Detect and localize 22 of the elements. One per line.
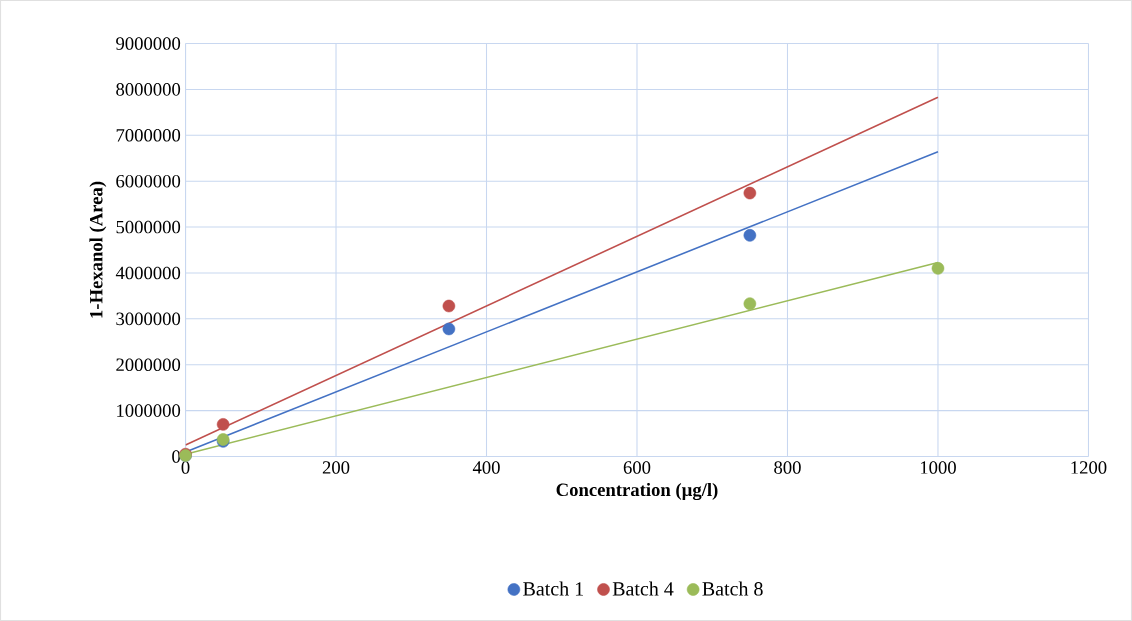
legend-label: Batch 8 xyxy=(702,581,763,596)
y-tick-label: 2000000 xyxy=(116,358,181,372)
y-tick-label: 1000000 xyxy=(117,404,181,417)
x-tick-label: 0 xyxy=(181,461,190,474)
x-tick-label: 400 xyxy=(472,461,500,474)
x-tick-label: 1000 xyxy=(920,461,956,474)
y-tick-label: 0 xyxy=(172,450,181,463)
y-tick-label: 3000000 xyxy=(116,312,181,326)
y-axis-title: 1-Hexanol (Area) xyxy=(89,181,107,318)
x-axis-title: Concentration (µg/l) xyxy=(556,482,718,501)
y-tick-label: 4000000 xyxy=(115,266,181,280)
legend-label: Batch 1 xyxy=(523,581,583,596)
y-tick-label: 8000000 xyxy=(116,83,181,96)
y-tick-label: 5000000 xyxy=(116,220,181,234)
y-tick-label: 9000000 xyxy=(116,37,181,50)
legend-label: Batch 4 xyxy=(612,581,674,596)
y-tick-label: 6000000 xyxy=(116,174,181,188)
x-tick-label: 200 xyxy=(322,461,350,474)
x-tick-label: 1200 xyxy=(1071,461,1107,474)
y-tick-label: 7000000 xyxy=(116,128,181,142)
x-tick-label: 800 xyxy=(774,461,801,474)
x-tick-label: 600 xyxy=(623,461,651,474)
